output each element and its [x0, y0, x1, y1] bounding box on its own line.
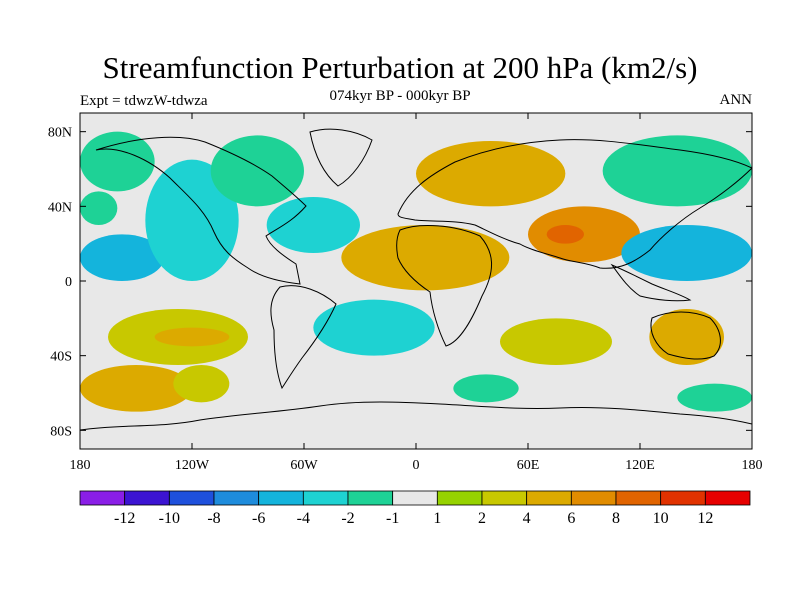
chart-title: Streamfunction Perturbation at 200 hPa (…	[102, 50, 698, 85]
colorbar-box	[302, 490, 349, 506]
experiment-label: Expt = tdwzW-tdwza	[80, 93, 208, 109]
field-region-asia-pos	[528, 206, 640, 263]
colorbar-box	[481, 490, 528, 506]
x-tick-label: 180	[742, 458, 763, 473]
coastline-australia	[650, 311, 721, 360]
y-tick-label: 80S	[50, 424, 72, 439]
x-tick-label: 0	[413, 458, 420, 473]
colorbar-box	[392, 490, 438, 506]
colorbar-box	[124, 490, 170, 506]
field-region-west-pacific-neg	[621, 225, 752, 281]
field-region-north-atlantic-neg	[266, 197, 361, 253]
colorbar-label: 8	[612, 510, 620, 527]
colorbar-label: 10	[653, 510, 669, 527]
y-tick-label: 40N	[48, 200, 72, 215]
field-region-southern-indian-neg	[453, 374, 519, 403]
coastline-south-america	[270, 285, 337, 390]
colorbar-box	[704, 490, 751, 506]
colorbar-box	[615, 490, 662, 506]
y-tick-label: 80N	[48, 126, 72, 141]
field-region-north-atlantic-arctic	[80, 131, 155, 192]
field-region-north-pacific-west	[80, 191, 118, 225]
colorbar-box	[79, 490, 126, 506]
x-tick-label: 180	[70, 458, 91, 473]
field-region-southern-ocean-pos	[80, 365, 192, 412]
colorbar-label: -4	[297, 510, 310, 527]
chart-subtitle: 074kyr BP - 000kyr BP	[329, 88, 471, 104]
colorbar-label: 4	[523, 510, 531, 527]
coastline-eurasia	[397, 139, 752, 269]
field-region-southern-pacific-neg	[677, 383, 752, 412]
field-region-east-pacific-neg	[145, 159, 239, 281]
colorbar-label: -6	[252, 510, 265, 527]
colorbar-box	[660, 490, 706, 506]
axis-layer: 180 120W 60W 0 60E 120E 180 80N 40N 0 40S 80S	[48, 113, 763, 473]
coastline-layer	[80, 128, 752, 431]
field-region-asia-pos-core	[546, 225, 584, 244]
field-region-indian-ocean-pos	[500, 318, 612, 365]
field-region-arctic-east-neg	[602, 135, 752, 207]
field-region-south-atlantic-neg	[313, 299, 435, 356]
colorbar: -12 -10 -8 -6 -4 -2 -1 1 2 4 6 8 10 12	[79, 490, 751, 527]
colorbar-label: -1	[386, 510, 399, 527]
y-tick-label: 0	[65, 275, 72, 290]
x-tick-label: 60W	[290, 458, 318, 473]
x-tick-label: 120W	[175, 458, 210, 473]
colorbar-label: -12	[114, 510, 135, 527]
field-region-north-pacific-center	[80, 234, 164, 281]
colorbar-label: 2	[478, 510, 486, 527]
field-region-south-pacific-core	[154, 327, 230, 347]
coastline-southeast-asia	[610, 263, 692, 302]
field-layer	[80, 131, 752, 412]
field-region-australia-pos	[649, 309, 725, 365]
coastline-antarctica	[80, 401, 752, 431]
coastline-greenland	[309, 128, 373, 187]
colorbar-label: -8	[207, 510, 220, 527]
colorbar-box	[347, 490, 394, 506]
colorbar-label: -2	[341, 510, 354, 527]
colorbar-box	[526, 490, 572, 506]
colorbar-box	[436, 490, 483, 506]
colorbar-label: -10	[159, 510, 180, 527]
field-region-eurasia-pos	[416, 141, 566, 207]
field-region-atlantic-pos	[341, 224, 510, 291]
colorbar-label: 6	[567, 510, 575, 527]
coastline-africa	[396, 224, 493, 347]
coastline-north-america	[95, 136, 307, 285]
field-region-canada-neg	[210, 135, 304, 207]
colorbar-label: 1	[433, 510, 441, 527]
colorbar-box	[258, 490, 304, 506]
colorbar-box	[570, 490, 617, 506]
season-label: ANN	[719, 92, 753, 108]
colorbar-box	[213, 490, 260, 506]
x-tick-label: 120E	[625, 458, 655, 473]
x-tick-label: 60E	[517, 458, 540, 473]
field-region-south-atlantic-pos	[173, 365, 230, 403]
y-tick-label: 40S	[50, 350, 72, 365]
colorbar-label: 12	[697, 510, 713, 527]
colorbar-box	[168, 490, 215, 506]
